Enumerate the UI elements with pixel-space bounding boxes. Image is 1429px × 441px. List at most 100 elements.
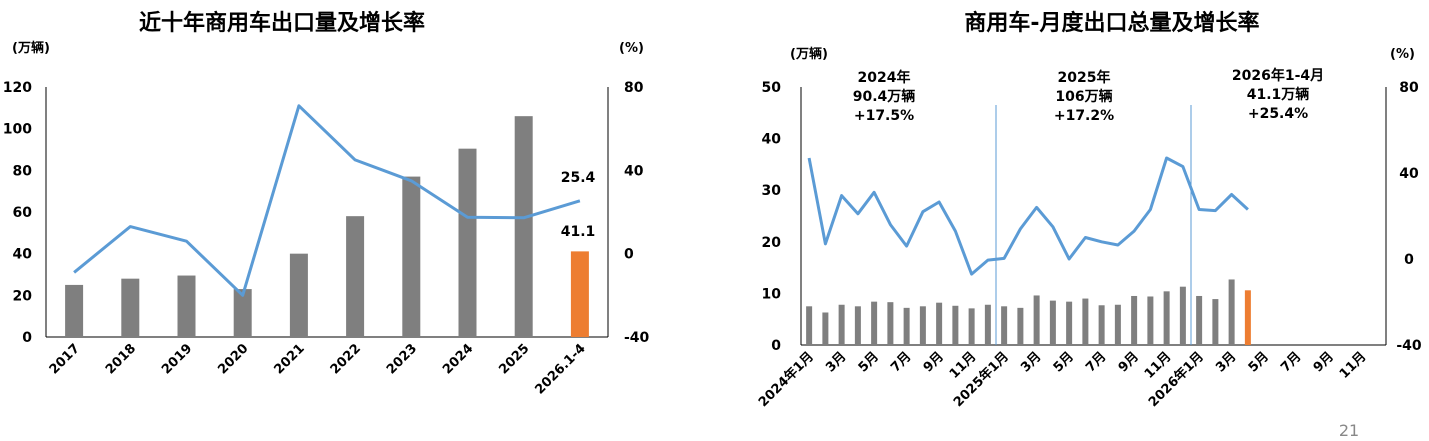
chart2-bar xyxy=(871,301,878,345)
chart2-right-tick: -40 xyxy=(1396,338,1422,354)
chart1-right-tick: 80 xyxy=(624,80,644,96)
chart2-bar xyxy=(1147,296,1154,345)
chart2-bar xyxy=(1196,295,1203,345)
chart1-plot: 0 20 40 60 80 100 120 -40 0 40 80 2017 2018 2019 2020 2… xyxy=(3,80,650,398)
chart2-right-unit: (%) xyxy=(1390,47,1415,62)
chart2-bar xyxy=(854,306,861,345)
chart1-bar xyxy=(121,278,140,337)
chart2-bar xyxy=(1033,295,1040,345)
chart1-right-tick: -40 xyxy=(624,330,650,346)
chart2-x-tick: 9月 xyxy=(1311,349,1337,375)
chart1-bar xyxy=(514,116,533,338)
chart1-bar xyxy=(458,148,477,337)
chart1-x-tick: 2018 xyxy=(103,341,139,377)
chart2-bar xyxy=(822,312,829,345)
chart1-x-tick: 2026.1-4 xyxy=(532,341,588,397)
chart2-bar xyxy=(919,306,926,345)
chart2-x-tick: 5月 xyxy=(1246,349,1272,375)
chart2-x-tick: 5月 xyxy=(1051,349,1077,375)
chart2-x-tick: 2024年1月 xyxy=(755,349,817,411)
chart1-x-tick: 2017 xyxy=(47,341,83,377)
chart2-x-tick: 3月 xyxy=(823,349,849,375)
annotation-2026-growth: +25.4% xyxy=(1248,106,1308,122)
chart1-bar-last-label: 41.1 xyxy=(561,224,596,240)
annotation-2025-total: 106万辆 xyxy=(1055,88,1112,105)
chart1-bar xyxy=(346,216,365,337)
chart1-bar xyxy=(65,284,84,337)
chart1-x-tick: 2023 xyxy=(384,341,420,377)
chart2-bar xyxy=(1098,305,1105,345)
chart2-bar xyxy=(952,305,959,345)
chart2-bar xyxy=(1131,295,1138,345)
chart1-bar xyxy=(177,275,196,337)
page-number: 21 xyxy=(1339,421,1359,440)
chart2-left-tick: 10 xyxy=(762,286,782,302)
chart1-left-tick: 40 xyxy=(13,247,33,263)
chart2-bar xyxy=(984,304,991,345)
chart1-growth-line xyxy=(73,104,581,297)
chart2-bar xyxy=(1212,299,1219,345)
chart2-bar xyxy=(1228,279,1235,345)
chart1-bar xyxy=(233,289,252,337)
chart2-bar xyxy=(903,307,910,345)
chart2-x-tick: 9月 xyxy=(1116,349,1142,375)
chart2-x-tick: 7月 xyxy=(888,349,914,375)
chart1-right-tick: 40 xyxy=(624,163,644,179)
chart1-x-tick: 2022 xyxy=(328,341,364,377)
chart1-bar xyxy=(402,176,421,337)
chart2-bar xyxy=(887,302,894,345)
chart2-x-tick: 11月 xyxy=(1337,349,1370,382)
chart1-left-tick: 60 xyxy=(13,205,33,221)
chart1-left-tick: 80 xyxy=(13,163,33,179)
chart1-left-tick: 20 xyxy=(13,288,33,304)
chart2-bar xyxy=(1066,301,1073,345)
chart2-bar xyxy=(936,302,943,345)
chart2-title: 商用车-月度出口总量及增长率 xyxy=(964,10,1259,36)
annotation-2024-year: 2024年 xyxy=(858,69,911,86)
chart2-left-tick: 50 xyxy=(762,80,782,96)
chart2-left-unit: (万辆) xyxy=(790,46,828,62)
chart2-left-tick: 30 xyxy=(762,183,782,199)
chart2-right-tick: 40 xyxy=(1399,166,1419,182)
chart2-growth-line xyxy=(807,156,1249,276)
chart1-bar xyxy=(289,253,308,337)
chart2-x-tick: 3月 xyxy=(1018,349,1044,375)
annotation-2024-growth: +17.5% xyxy=(854,108,914,124)
chart2-bar xyxy=(838,304,845,345)
chart1-left-tick: 120 xyxy=(3,80,32,96)
chart1-x-tick: 2024 xyxy=(440,341,476,377)
chart2-bar xyxy=(1179,286,1186,345)
chart1-title: 近十年商用车出口量及增长率 xyxy=(139,10,425,36)
chart1-right-unit: (%) xyxy=(619,41,644,56)
chart2-bar xyxy=(1114,304,1121,345)
annotation-2025-growth: +17.2% xyxy=(1054,108,1114,124)
chart1-x-tick: 2019 xyxy=(159,341,195,377)
chart2-x-tick: 7月 xyxy=(1278,349,1304,375)
chart1-x-tick: 2020 xyxy=(215,341,251,377)
annotation-2024-total: 90.4万辆 xyxy=(853,88,916,105)
chart2-right-tick: 80 xyxy=(1399,80,1419,96)
annotation-2026-year: 2026年1-4月 xyxy=(1232,67,1324,84)
chart1-x-tick: 2025 xyxy=(496,341,532,377)
chart2-x-tick: 9月 xyxy=(921,349,947,375)
chart1-left-tick: 0 xyxy=(22,330,32,346)
chart2-bar xyxy=(1049,300,1056,345)
chart2-x-tick: 3月 xyxy=(1213,349,1239,375)
chart2-x-tick: 5月 xyxy=(856,349,882,375)
chart2-bar xyxy=(806,306,813,345)
annotation-2026-total: 41.1万辆 xyxy=(1247,86,1310,103)
chart1-line-last-label: 25.4 xyxy=(561,170,596,186)
chart2-bar xyxy=(1163,291,1170,345)
chart2-bar xyxy=(1001,306,1008,345)
chart1-bar xyxy=(570,251,589,337)
chart2-bar xyxy=(1244,290,1251,345)
chart2-bar xyxy=(968,308,975,345)
annotation-2025-year: 2025年 xyxy=(1058,69,1111,86)
chart2-bar xyxy=(1017,307,1024,345)
chart2-left-tick: 20 xyxy=(762,235,782,251)
chart1-left-tick: 100 xyxy=(3,122,32,138)
chart2-bar xyxy=(1082,298,1089,345)
chart2-right-tick: 0 xyxy=(1404,252,1414,268)
